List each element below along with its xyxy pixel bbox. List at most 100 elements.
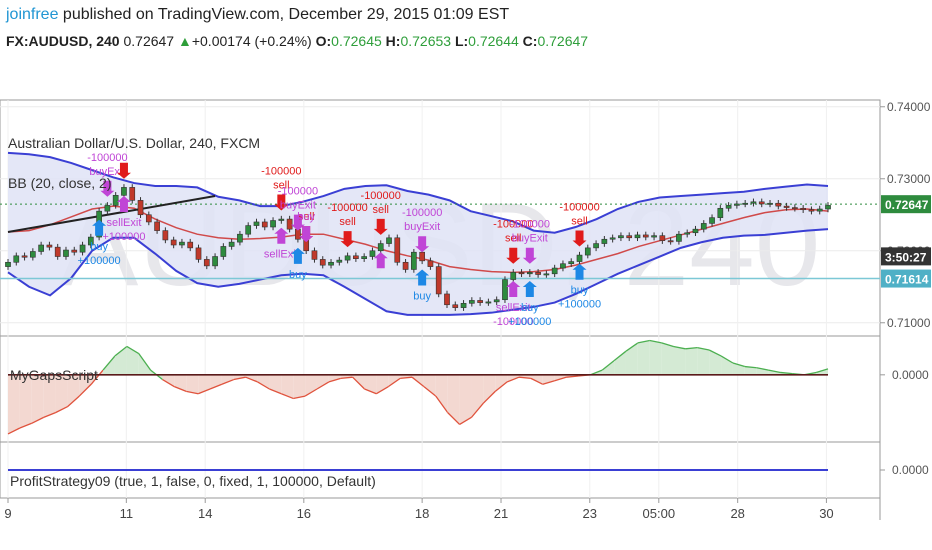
oscillator-fill-segment [649,340,662,375]
last-price: 0.72647 [123,33,175,49]
candle-body [468,300,475,304]
candle-body [253,221,260,226]
oscillator-line-segment [578,374,591,377]
trend-line-segment [7,195,216,234]
signal-label: sell [505,233,522,245]
candle-body [369,250,376,257]
candle-body [245,225,252,235]
candle-body [734,203,740,206]
oscillator-line-segment [186,390,199,395]
oscillator-line-segment [138,353,152,371]
candle-body [145,214,152,223]
buy-exit-arrow [299,226,314,243]
oscillator-line-segment [126,345,140,355]
oscillator-fill-segment [519,374,531,379]
signal-label: buy [521,302,539,314]
buy-arrow [572,263,587,280]
candle-body [261,221,268,228]
sell-exit-arrow [116,196,131,213]
candle-body [286,218,293,230]
oscillator-line-segment [364,388,377,395]
oscillator-fill-segment [138,353,151,375]
candle-body [535,272,541,275]
oscillator-fill-segment [804,372,817,375]
price-tick-label: 0.73000 [887,172,931,186]
oscillator-line-segment [328,377,341,383]
close-label: C: [522,33,538,49]
candle-body [386,237,392,244]
oscillator-line-segment [685,346,698,350]
oscillator-fill-segment [269,374,282,394]
oscillator-fill-segment [79,374,92,397]
oscillator-line-segment [673,345,686,350]
oscillator-line-segment [150,369,163,381]
time-tick-label: 05:00 [643,506,676,521]
candle-body [121,187,127,196]
sell-arrow [340,231,355,248]
time-tick-label: 11 [120,506,134,521]
publish-line: joinfree published on TradingView.com, D… [6,6,509,24]
author-link[interactable]: joinfree [6,6,59,23]
candle-body [187,241,194,249]
oscillator-fill-segment [55,374,68,413]
candle-body [560,263,566,269]
candle-body [551,267,558,275]
symbol-label[interactable]: FX:AUDUSD, 240 [6,33,120,49]
oscillator-line-segment [411,376,425,388]
oscillator-line-segment [482,390,496,404]
oscillator-line-segment [43,412,56,418]
buy-arrow [415,269,430,286]
oscillator-line-segment [744,365,757,369]
signal-qty: -100000 [261,165,301,177]
oscillator-line-segment [245,376,258,383]
candle-body [502,279,508,301]
signal-qty: +100000 [78,255,121,267]
oscillator-line-segment [613,350,627,362]
signal-qty: -100000 [327,202,367,214]
oscillator-line-segment [304,388,318,397]
bollinger-basis-line [7,205,829,274]
oscillator-fill-segment [126,346,139,375]
candle-body [642,234,649,238]
oscillator-fill-segment [233,374,246,380]
price-axis: 0.74000 0.73000 0.72000 0.71000 0.0000 0.0000 [880,100,931,477]
oscillator-fill-segment [697,347,710,375]
oscillator-fill-segment [245,374,258,382]
up-arrow-icon: ▲ [177,33,192,49]
candle-body [543,273,550,276]
candle-body [154,221,160,231]
bollinger-fill [8,152,828,315]
sell-arrow [572,230,587,247]
oscillator-line-segment [518,376,531,380]
oscillator-fill-segment [162,374,175,387]
signal-qty: -100000 [87,152,127,164]
candle-body [800,207,806,211]
oscillator-fill-segment [328,374,341,382]
close-value: 0.72647 [537,33,589,49]
oscillator-line-segment [625,342,639,352]
oscillator-fill-segment [8,374,20,434]
oscillator-fill-segment [507,374,520,382]
time-tick-label: 18 [415,506,429,521]
price-label-box [881,269,931,288]
oscillator-fill-segment [673,346,686,375]
oscillator-line-segment [257,381,270,390]
oscillator-line-segment [566,375,579,378]
signal-qty: +100000 [508,316,551,328]
candle-body [717,207,724,218]
open-value: 0.72645 [331,33,382,49]
bollinger-bands [7,151,829,316]
candle-body [71,249,78,253]
oscillator-line-segment [78,383,92,397]
strategy-signals: buy+100000buyExit-100000sellExit+100000s… [78,152,602,328]
oscillator-line-segment [293,395,306,400]
candle-body [87,236,94,246]
price-label-box [881,247,931,266]
oscillator-fill-segment [221,374,234,385]
sell-arrow [506,247,521,264]
candle-body [137,200,144,216]
candle-body [651,235,657,238]
oscillator-line-segment [162,378,175,388]
signal-qty: +100000 [558,299,601,311]
